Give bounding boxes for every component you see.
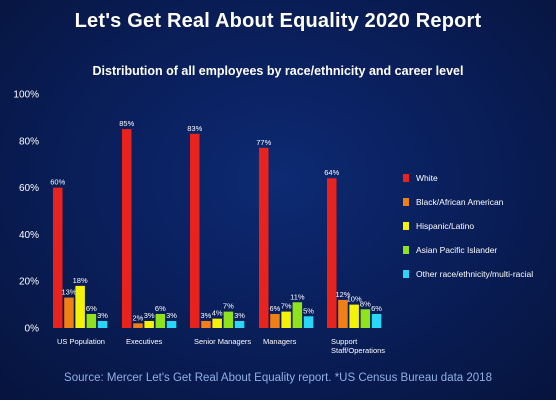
bar	[166, 320, 177, 328]
y-tick-label: 100%	[13, 90, 39, 101]
bar	[97, 320, 108, 328]
data-label: 83%	[187, 124, 202, 133]
bar	[360, 309, 371, 328]
bar-group: 60% 13% 18% 6%3%	[50, 178, 108, 328]
bar-group: 83%3% 4%7%3%	[187, 124, 245, 328]
bar	[201, 320, 211, 328]
bar	[292, 302, 303, 328]
bar	[270, 313, 280, 328]
x-tick-label: Managers	[263, 337, 297, 346]
data-label: 13%	[61, 288, 76, 297]
data-label: 5%	[303, 306, 314, 315]
chart-subtitle: Distribution of all employees by race/et…	[92, 64, 464, 78]
y-tick-label: 20%	[19, 277, 39, 288]
source-note: Source: Mercer Let's Get Real About Equa…	[64, 372, 492, 384]
data-label: 6%	[155, 304, 166, 313]
data-label: 12%	[335, 290, 350, 299]
x-tick-label: Support Staff/Operations	[331, 337, 385, 355]
data-label: 6%	[371, 304, 382, 313]
legend-swatch	[403, 174, 409, 182]
data-label: 3%	[144, 311, 155, 320]
bar	[133, 323, 143, 328]
bar-group: 64% 12%10%8%6%	[324, 168, 382, 328]
x-tick-label: US Population	[57, 337, 105, 346]
data-label: 6%	[270, 304, 281, 313]
legend-label: Asian Pacific Islander	[416, 245, 497, 255]
main-title: Let's Get Real About Equality 2020 Repor…	[74, 10, 482, 32]
y-tick-label: 60%	[19, 183, 39, 194]
bar	[144, 320, 154, 328]
y-axis: 0% 20% 40% 60% 80% 100%	[13, 90, 39, 335]
y-tick-label: 40%	[19, 230, 39, 241]
data-label: 4%	[212, 309, 223, 318]
data-label: 64%	[324, 168, 339, 177]
data-label: 3%	[234, 311, 245, 320]
bar	[234, 320, 245, 328]
data-label: 11%	[290, 292, 305, 301]
bar	[349, 304, 359, 328]
bar	[64, 297, 74, 328]
data-label: 3%	[97, 311, 108, 320]
x-axis: US Population Executives Senior Managers Ma…	[57, 337, 385, 355]
legend-item: White	[403, 173, 438, 183]
bar	[212, 318, 222, 328]
legend-item: Hispanic/Latino	[403, 221, 474, 231]
bar	[327, 178, 337, 328]
data-label: 3%	[201, 311, 212, 320]
legend-swatch	[403, 270, 409, 278]
legend-item: Other race/ethnicity/multi-racial	[403, 269, 533, 279]
legend-swatch	[403, 222, 409, 230]
bar	[190, 133, 200, 328]
data-label: 10%	[347, 295, 362, 304]
bar	[303, 316, 314, 328]
bar-group: 85%2% 3%6%3%	[119, 119, 177, 328]
bar	[338, 299, 348, 328]
data-label: 85%	[119, 119, 134, 128]
data-label: 2%	[133, 313, 144, 322]
data-label: 6%	[86, 304, 97, 313]
bar	[53, 187, 63, 328]
bar	[259, 147, 269, 328]
legend-swatch	[403, 246, 409, 254]
legend-label: Hispanic/Latino	[416, 221, 474, 231]
y-tick-label: 80%	[19, 136, 39, 147]
legend: White Black/African American Hispanic/Lati…	[403, 173, 533, 279]
data-label: 7%	[223, 302, 234, 311]
x-tick-label: Executives	[126, 337, 163, 346]
legend-swatch	[403, 198, 409, 206]
data-label: 3%	[166, 311, 177, 320]
bar	[223, 311, 234, 328]
legend-label: White	[416, 173, 438, 183]
legend-item: Asian Pacific Islander	[403, 245, 497, 255]
data-label: 77%	[256, 138, 271, 147]
y-tick-label: 0%	[25, 324, 40, 335]
bar	[75, 285, 85, 328]
bar	[86, 313, 97, 328]
bar	[155, 313, 166, 328]
legend-item: Black/African American	[403, 197, 504, 207]
x-tick-label: Senior Managers	[194, 337, 251, 346]
data-label: 60%	[50, 178, 65, 187]
legend-label: Other race/ethnicity/multi-racial	[416, 269, 533, 279]
bar	[122, 129, 132, 328]
bars: 60%13%18%6%3%85%2% 3%6%3%83%3% 4%7%3%77%6%…	[50, 119, 382, 328]
data-label: 8%	[360, 299, 371, 308]
bar	[371, 313, 382, 328]
legend-label: Black/African American	[416, 197, 504, 207]
bar-group: 77% 6% 7%11% 5%	[256, 138, 314, 328]
bar	[281, 311, 291, 328]
data-label: 7%	[281, 302, 292, 311]
data-label: 18%	[73, 276, 88, 285]
